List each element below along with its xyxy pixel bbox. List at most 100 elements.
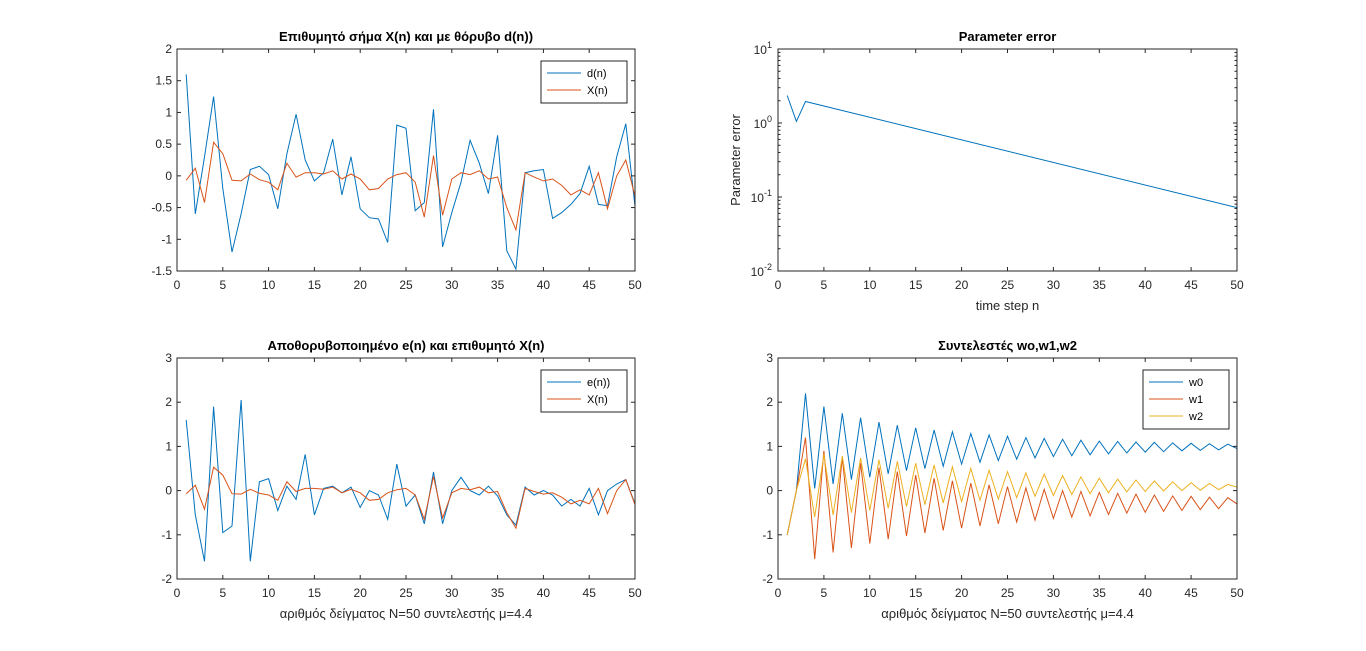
legend-label: d(n) bbox=[587, 68, 607, 80]
legend-label: e(n)) bbox=[587, 377, 610, 389]
x-tick-label: 25 bbox=[1001, 586, 1015, 600]
y-tick-label: 2 bbox=[165, 42, 172, 56]
x-tick-label: 45 bbox=[1184, 278, 1198, 292]
y-tick-label: 1 bbox=[766, 439, 773, 453]
x-tick-label: 10 bbox=[863, 586, 877, 600]
legend: w0 w1 w2 bbox=[1142, 369, 1230, 430]
chart-panel-4: 0 5 10 15 20 25 30 35 40 45 50 -2 -1 0 1 2 3 Συντελεστές … bbox=[762, 338, 1244, 621]
x-tick-label: 30 bbox=[1047, 586, 1061, 600]
y-tick-exponent: 1 bbox=[767, 40, 772, 50]
series-line-dn bbox=[185, 74, 635, 271]
x-tick-label: 0 bbox=[775, 278, 782, 292]
x-tick-label: 30 bbox=[445, 586, 459, 600]
y-tick-label: 2 bbox=[165, 395, 172, 409]
y-tick-label: 1.5 bbox=[155, 74, 172, 88]
legend-label: w2 bbox=[1188, 411, 1203, 423]
y-tick-label: -1.5 bbox=[151, 264, 172, 278]
y-tick-label: -2 bbox=[161, 572, 172, 586]
y-tick-label: 3 bbox=[165, 351, 172, 365]
x-tick-label: 40 bbox=[537, 278, 551, 292]
series-line-w1 bbox=[786, 437, 1237, 560]
x-tick-label: 25 bbox=[1001, 278, 1015, 292]
x-tick-label: 50 bbox=[628, 586, 642, 600]
y-tick-label: 1 bbox=[165, 105, 172, 119]
chart-title: Συντελεστές wo,w1,w2 bbox=[938, 338, 1077, 353]
x-tick-label: 20 bbox=[354, 278, 368, 292]
x-tick-label: 45 bbox=[583, 278, 597, 292]
x-tick-label: 45 bbox=[583, 586, 597, 600]
legend: e(n)) X(n) bbox=[540, 369, 628, 413]
x-tick-label: 0 bbox=[174, 278, 181, 292]
x-tick-label: 30 bbox=[1047, 278, 1061, 292]
series-line-Xn bbox=[185, 140, 635, 232]
y-tick-label: 10-2 bbox=[751, 262, 772, 279]
legend-label: w0 bbox=[1188, 377, 1203, 389]
y-tick-label: -1 bbox=[762, 528, 773, 542]
y-tick-label: 101 bbox=[754, 40, 772, 57]
y-tick-exponent: 0 bbox=[767, 114, 772, 124]
x-tick-label: 15 bbox=[308, 586, 322, 600]
legend-label: X(n) bbox=[587, 394, 608, 406]
x-tick-label: 25 bbox=[399, 586, 413, 600]
legend: d(n) X(n) bbox=[540, 60, 628, 104]
x-tick-label: 40 bbox=[537, 586, 551, 600]
chart-panel-1: 0 5 10 15 20 25 30 35 40 45 50 -1.5 -1 -0.5 0 0.5 1 1.5 2 Ε… bbox=[151, 29, 642, 292]
x-tick-label: 35 bbox=[1093, 586, 1107, 600]
y-tick-base: 10 bbox=[751, 191, 765, 205]
y-tick-label: -2 bbox=[762, 572, 773, 586]
y-tick-label: 2 bbox=[766, 395, 773, 409]
y-tick-base: 10 bbox=[754, 117, 768, 131]
y-tick-label: 0 bbox=[165, 484, 172, 498]
x-tick-label: 40 bbox=[1139, 586, 1153, 600]
x-tick-label: 15 bbox=[308, 278, 322, 292]
legend-box bbox=[540, 60, 628, 104]
x-tick-label: 35 bbox=[491, 278, 505, 292]
legend-label: X(n) bbox=[587, 85, 608, 97]
chart-panel-2: 0 5 10 15 20 25 30 35 40 45 5010110010-110-2Parame… bbox=[728, 29, 1244, 313]
y-tick-label: 3 bbox=[766, 351, 773, 365]
series-line-1 bbox=[786, 95, 1237, 209]
legend-box bbox=[540, 369, 628, 413]
chart-panel-3: 0 5 10 15 20 25 30 35 40 45 50 -2 -1 0 1 2 3 Αποθορυβοποι… bbox=[161, 338, 642, 621]
x-axis-label: αριθμός δείγματος N=50 συντελεστής μ=4.4 bbox=[280, 606, 532, 621]
y-tick-label: -1 bbox=[161, 528, 172, 542]
chart-title: Επιθυμητό σήμα X(n) και με θόρυβο d(n)) bbox=[279, 29, 533, 44]
x-tick-label: 35 bbox=[491, 586, 505, 600]
x-tick-label: 10 bbox=[262, 278, 276, 292]
chart-title: Parameter error bbox=[959, 29, 1057, 44]
series-line-en bbox=[185, 399, 635, 562]
y-tick-base: 10 bbox=[751, 265, 765, 279]
y-tick-label: 0.5 bbox=[155, 137, 172, 151]
series-line-Xn bbox=[185, 466, 635, 530]
x-tick-label: 45 bbox=[1184, 586, 1198, 600]
x-tick-label: 5 bbox=[821, 278, 828, 292]
chart-title: Αποθορυβοποιημένο e(n) και επιθυμητό X(n… bbox=[267, 338, 544, 353]
x-tick-label: 20 bbox=[354, 586, 368, 600]
x-tick-label: 50 bbox=[1230, 278, 1244, 292]
legend-label: w1 bbox=[1188, 394, 1203, 406]
y-tick-label: 100 bbox=[754, 114, 772, 131]
x-tick-label: 30 bbox=[445, 278, 459, 292]
y-tick-exponent: -1 bbox=[764, 188, 772, 198]
x-tick-label: 5 bbox=[219, 278, 226, 292]
y-tick-label: 0 bbox=[766, 484, 773, 498]
x-tick-label: 50 bbox=[628, 278, 642, 292]
x-tick-label: 10 bbox=[863, 278, 877, 292]
x-axis-label: time step n bbox=[976, 298, 1040, 313]
x-tick-label: 0 bbox=[174, 586, 181, 600]
y-tick-label: 1 bbox=[165, 439, 172, 453]
x-tick-label: 5 bbox=[219, 586, 226, 600]
y-tick-label: -0.5 bbox=[151, 201, 172, 215]
y-tick-base: 10 bbox=[754, 43, 768, 57]
x-tick-label: 10 bbox=[262, 586, 276, 600]
x-tick-label: 15 bbox=[909, 278, 923, 292]
y-tick-label: 0 bbox=[165, 169, 172, 183]
y-tick-label: 10-1 bbox=[751, 188, 772, 205]
x-tick-label: 40 bbox=[1139, 278, 1153, 292]
x-tick-label: 0 bbox=[775, 586, 782, 600]
series-line-w2 bbox=[786, 454, 1237, 535]
y-tick-exponent: -2 bbox=[764, 262, 772, 272]
x-tick-label: 15 bbox=[909, 586, 923, 600]
y-tick-label: -1 bbox=[161, 232, 172, 246]
